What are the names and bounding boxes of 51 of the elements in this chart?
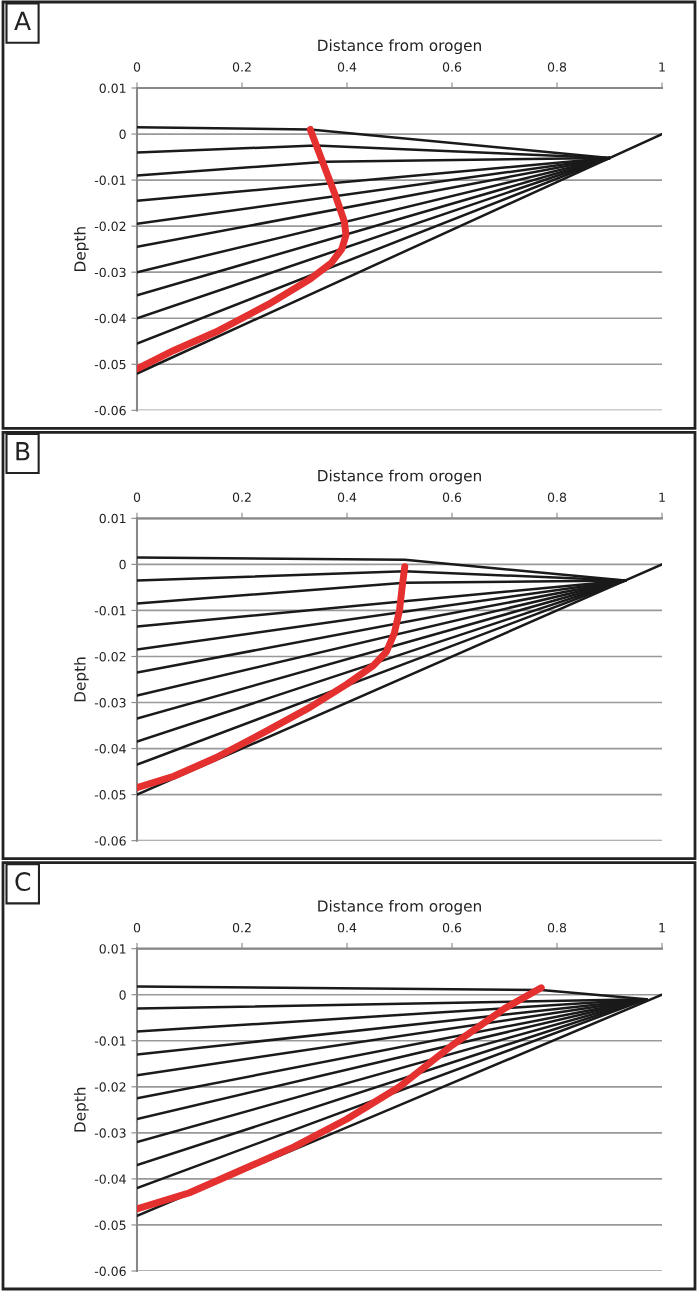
y-tick-label: -0.06 [94,405,126,416]
x-axis-title: Distance from orogen [318,899,481,915]
y-tick-label: 0 [119,559,126,570]
x-tick-label: 0.2 [232,492,251,503]
y-tick-label: -0.03 [94,698,126,708]
x-axis-title: Distance from orogen [318,39,481,55]
x-tick-label: 1 [659,923,665,933]
y-tick-label: -0.05 [94,1220,126,1230]
x-tick-label: 0 [133,922,141,933]
x-tick-label: 0 [133,62,141,72]
x-tick-label: 1 [659,492,665,502]
x-axis-title: Distance from orogen [318,469,481,485]
x-tick-label: 0.6 [442,62,462,72]
y-tick-label: -0.06 [94,836,126,846]
y-tick-label: -0.06 [94,1266,126,1276]
x-tick-label: 0.2 [232,62,251,72]
chart-title: B [16,442,30,461]
y-tick-label: 0 [119,129,126,139]
y-tick-label: -0.04 [94,744,126,754]
y-tick-label: 0.01 [99,944,126,954]
y-tick-label: -0.04 [94,313,126,324]
y-tick-label: -0.04 [94,1174,126,1184]
y-tick-label: 0.01 [99,513,126,524]
x-tick-label: 0.6 [442,922,462,933]
x-tick-label: 0.8 [547,922,567,933]
y-tick-label: -0.03 [94,267,126,278]
y-tick-label: -0.02 [94,1082,126,1092]
x-tick-label: 0.8 [547,492,567,503]
x-tick-label: 0.4 [337,922,357,933]
y-tick-label: -0.02 [94,221,126,232]
chart-title: A [14,11,31,30]
x-tick-label: 0.4 [337,492,357,503]
x-tick-label: 0.8 [547,62,567,72]
y-tick-label: -0.03 [94,1128,126,1138]
x-tick-label: 0.4 [337,62,357,72]
x-tick-label: 0 [133,492,141,503]
y-tick-label: 0 [119,990,126,1000]
y-tick-label: -0.05 [94,790,126,800]
x-tick-label: 0.2 [232,922,251,933]
y-axis-title: Depth [73,227,89,271]
x-tick-label: 0.6 [442,492,462,503]
y-tick-label: -0.05 [94,359,126,370]
y-tick-label: 0.01 [99,83,126,93]
y-tick-label: -0.01 [94,175,126,186]
chart-title: C [15,872,31,892]
y-tick-label: -0.02 [94,651,126,662]
y-axis-title: Depth [73,1087,89,1132]
x-tick-label: 1 [659,62,665,72]
y-axis-title: Depth [73,657,89,702]
y-tick-label: -0.01 [94,1036,126,1046]
y-tick-label: -0.01 [94,605,126,616]
